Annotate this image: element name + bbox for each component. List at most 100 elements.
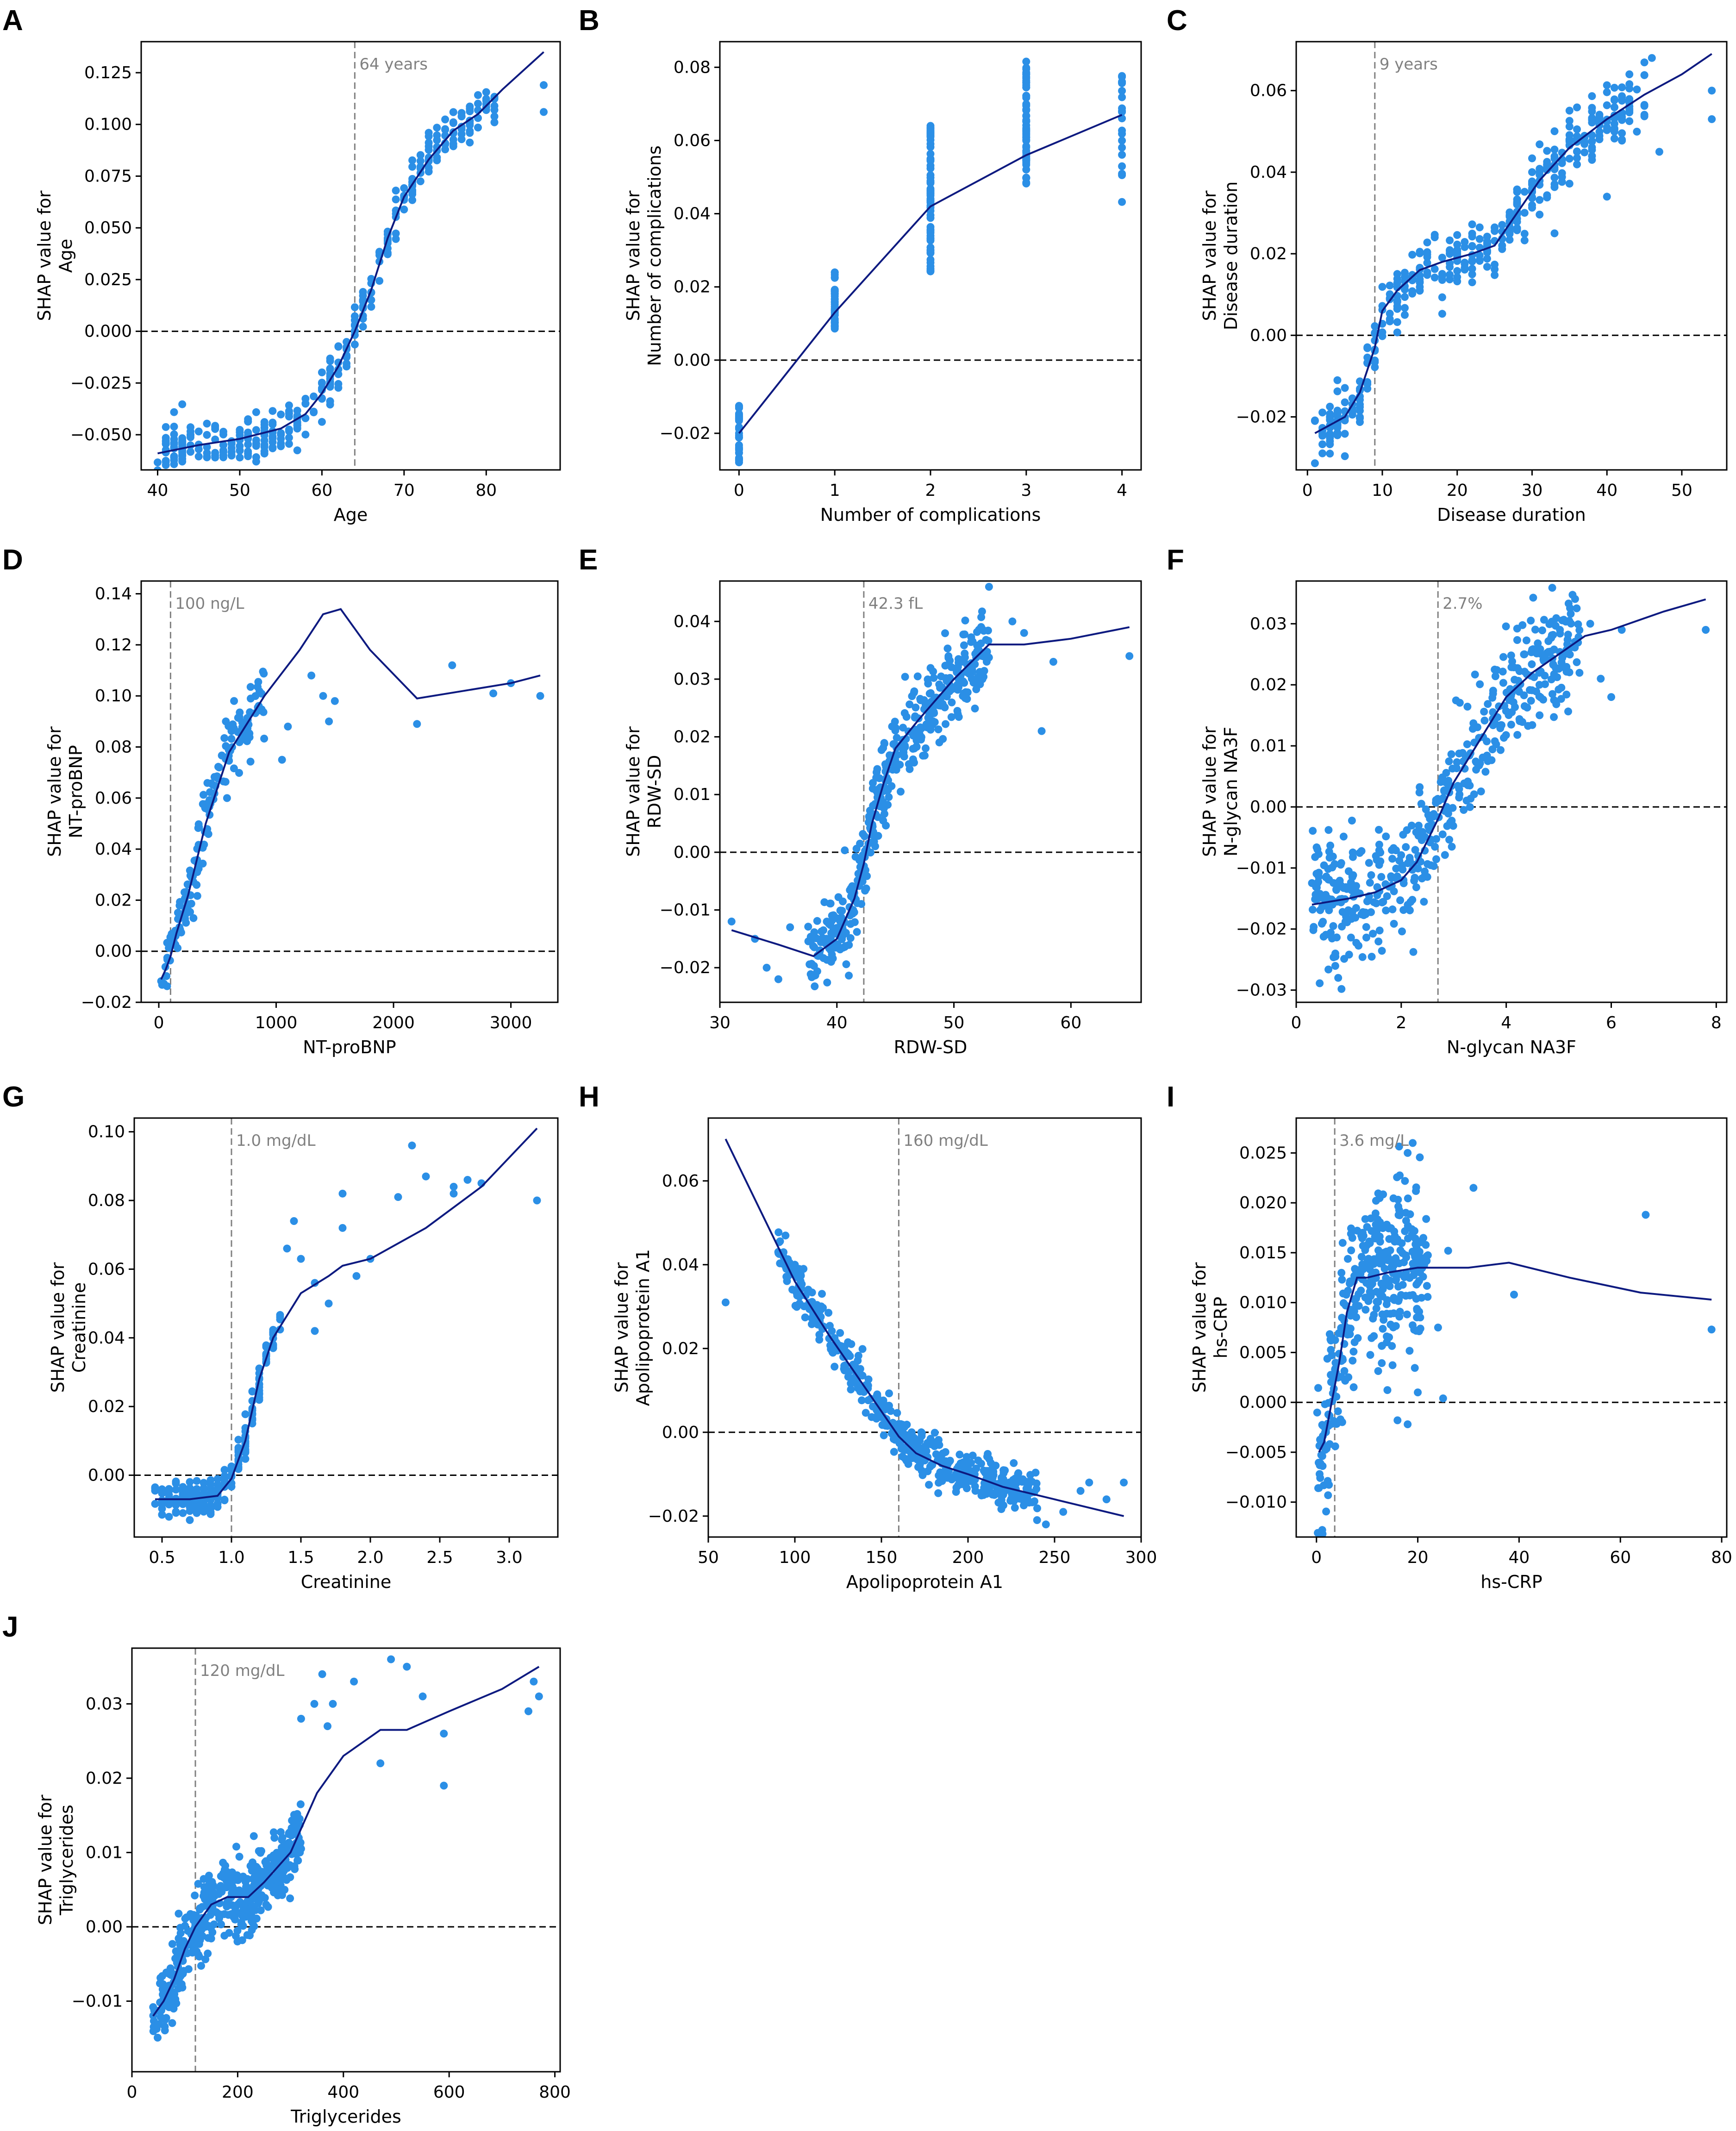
x-tick-label: 40 (147, 481, 169, 500)
panel-c: C 9 years 0 10 20 30 40 50 −0.02 0.00 0.02 0.04 0.06… (1167, 5, 1728, 525)
data-point (1396, 896, 1405, 905)
data-point (474, 100, 482, 108)
threshold-label: 120 mg/dL (200, 1662, 284, 1680)
data-point (796, 1277, 805, 1285)
data-point (1423, 1282, 1431, 1290)
data-point (416, 177, 425, 186)
data-point (1708, 115, 1716, 123)
data-point (1334, 1407, 1342, 1415)
data-point (1371, 363, 1379, 371)
data-point (1558, 654, 1567, 662)
data-point (197, 1962, 205, 1970)
data-point (1383, 1338, 1391, 1346)
data-point (293, 406, 301, 415)
data-point (441, 125, 450, 134)
data-point (879, 817, 887, 825)
data-point (158, 1511, 166, 1519)
data-point (1318, 408, 1327, 417)
data-point (1383, 1386, 1392, 1394)
data-point (237, 1920, 245, 1928)
data-point (248, 1912, 256, 1921)
data-point (1309, 906, 1317, 914)
data-point (286, 1873, 294, 1881)
data-point (301, 400, 310, 407)
data-point (244, 452, 252, 460)
data-point (221, 778, 230, 786)
data-point (1625, 70, 1634, 78)
y-tick-label: 0.01 (1250, 737, 1287, 756)
data-point (222, 1883, 231, 1892)
data-point (1595, 131, 1604, 140)
data-point (801, 1313, 809, 1322)
data-point (1022, 106, 1030, 114)
data-point (1338, 1239, 1347, 1247)
y-tick-label: 0.02 (95, 891, 132, 910)
data-point (1390, 919, 1398, 928)
data-point (844, 1373, 852, 1381)
data-point (1588, 104, 1596, 112)
data-point (799, 1265, 808, 1273)
data-point (1416, 248, 1424, 256)
y-tick-label: −0.005 (1225, 1443, 1287, 1462)
data-point (225, 722, 233, 730)
data-point (1338, 922, 1346, 931)
data-point (1452, 696, 1460, 705)
data-point (1324, 965, 1333, 974)
data-point (307, 671, 316, 680)
data-point (1408, 866, 1417, 874)
data-point (285, 412, 293, 421)
data-point (1366, 1351, 1374, 1359)
data-point (269, 420, 277, 429)
data-point (211, 1892, 219, 1900)
data-point (425, 142, 433, 150)
y-tick-label: 0.100 (84, 115, 132, 134)
data-point (149, 2027, 157, 2035)
data-point (1535, 692, 1543, 700)
data-point (1118, 144, 1126, 152)
data-point (1323, 902, 1331, 910)
data-point (293, 446, 301, 455)
data-point (1453, 246, 1461, 254)
data-point (1374, 1367, 1382, 1375)
data-point (1610, 96, 1618, 104)
data-point (284, 1840, 293, 1849)
data-point (891, 758, 899, 767)
data-point (1361, 1215, 1369, 1223)
data-point (915, 730, 924, 738)
data-point (296, 1800, 305, 1808)
x-tick-label: 80 (475, 481, 497, 500)
data-point (942, 720, 949, 728)
data-point (232, 1843, 240, 1851)
data-point (1543, 147, 1551, 155)
data-point (1567, 619, 1575, 628)
data-point (187, 448, 194, 456)
data-point (318, 379, 326, 387)
data-point (1610, 84, 1618, 92)
data-point (1440, 786, 1448, 794)
data-point (318, 418, 326, 426)
data-point (1422, 1215, 1430, 1223)
data-point (1332, 885, 1340, 894)
data-point (1468, 278, 1476, 287)
data-point (982, 636, 990, 644)
data-point (1588, 116, 1596, 124)
data-point (279, 1851, 287, 1859)
data-point (242, 1887, 250, 1895)
data-point (179, 1483, 187, 1491)
data-point (238, 1936, 246, 1944)
data-point (1318, 1462, 1327, 1470)
data-point (1118, 150, 1126, 159)
data-point (845, 971, 853, 980)
y-tick-label: 0.005 (1239, 1343, 1287, 1362)
y-tick-label: 0.04 (674, 205, 711, 224)
data-point (1469, 719, 1478, 727)
data-point (259, 668, 267, 676)
data-point (1376, 1218, 1384, 1226)
x-axis-label: Apolipoprotein A1 (846, 1572, 1003, 1592)
data-point (880, 1431, 888, 1439)
data-point (1642, 1211, 1650, 1219)
data-point (1359, 1242, 1367, 1250)
data-point (1550, 180, 1559, 188)
data-point (1565, 117, 1574, 125)
threshold-label: 64 years (359, 55, 428, 74)
